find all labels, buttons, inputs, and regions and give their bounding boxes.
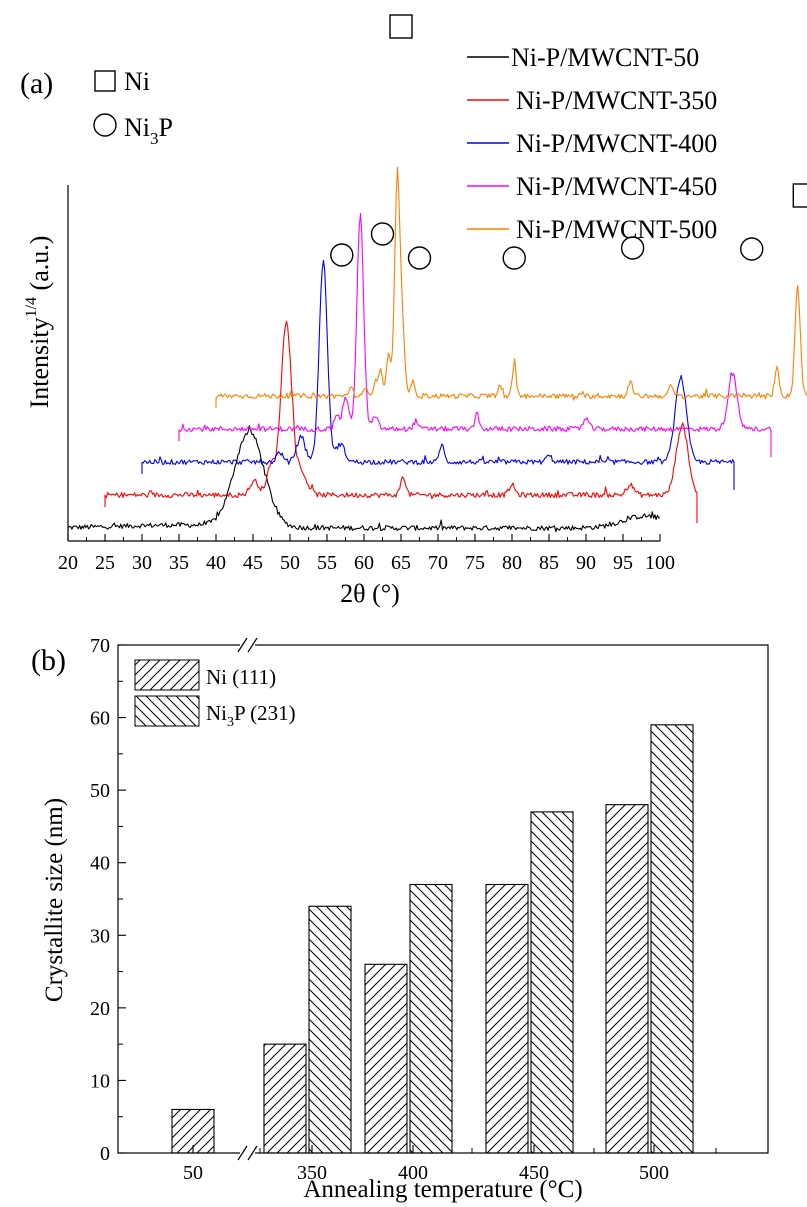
xrd-x-tick-label: 65	[391, 552, 411, 574]
xrd-x-tick-label: 60	[354, 552, 374, 574]
xrd-x-ticks	[67, 534, 661, 541]
series-legend: Ni-P/MWCNT-50 Ni-P/MWCNT-350 Ni-P/MWCNT-…	[467, 43, 717, 244]
bar-x-tick-label: 350	[297, 1162, 327, 1184]
bar-y-tick-label: 40	[90, 853, 110, 875]
bar-ni3p-231	[530, 811, 574, 1154]
ni3p-peak-circle-marker	[407, 246, 432, 270]
bar-y-tick-labels: 0 10 20 30 40 50 60 70	[90, 635, 110, 1165]
xrd-x-tick-label: 95	[613, 552, 633, 574]
bar-y-tick-label: 20	[90, 998, 110, 1020]
bar-x-tick-label: 50	[183, 1162, 203, 1184]
bar-y-tick-label: 60	[90, 708, 110, 730]
ni3p-peak-circle-marker	[370, 222, 395, 246]
xrd-curve	[215, 166, 807, 408]
xrd-x-tick-label: 20	[58, 552, 78, 574]
legend-label-500: Ni-P/MWCNT-500	[516, 215, 717, 244]
axis-break-mask-bottom	[240, 1148, 255, 1158]
bar-x-tick-label: 450	[519, 1162, 549, 1184]
xrd-x-tick-label: 55	[317, 552, 337, 574]
axis-break-mark-top-2	[247, 637, 258, 653]
bar-x-tick-label: 400	[398, 1162, 428, 1184]
legend-label-50: Ni-P/MWCNT-50	[511, 43, 699, 72]
bar-ni-111	[605, 804, 649, 1154]
xrd-x-tick-label: 50	[280, 552, 300, 574]
bar-y-tick-label: 10	[90, 1070, 110, 1092]
bars	[171, 724, 694, 1154]
circle-symbol-icon	[93, 113, 117, 137]
legend-swatch-ni3p	[134, 695, 200, 727]
ni3p-peak-circle-marker	[502, 246, 526, 270]
xrd-curve	[67, 425, 661, 540]
xrd-curve	[178, 212, 772, 457]
panel-a-label: (a)	[20, 67, 53, 100]
axis-break-mark-bottom-1	[237, 1145, 248, 1161]
symbol-legend-ni: Ni	[124, 67, 150, 96]
bar-ni3p-231	[409, 883, 453, 1154]
xrd-x-tick-label: 30	[132, 552, 152, 574]
xrd-x-tick-label: 75	[465, 552, 485, 574]
bar-ni-111	[263, 1043, 307, 1154]
bar-x-axis-title: Annealing temperature (°C)	[303, 1176, 582, 1203]
bar-y-tick-label: 50	[90, 780, 110, 802]
symbol-legend-ni3p: Ni3P	[124, 113, 173, 148]
bar-y-ticks	[118, 644, 126, 1154]
xrd-x-tick-label: 100	[645, 552, 675, 574]
bar-ni3p-231	[650, 724, 694, 1154]
axis-break-mark-bottom-2	[247, 1145, 258, 1161]
xrd-x-axis-title: 2θ (°)	[340, 579, 400, 608]
legend-label-350: Ni-P/MWCNT-350	[516, 86, 717, 115]
bar-y-axis-title: Crystallite size (nm)	[41, 798, 68, 1002]
xrd-y-axis-title: Intensity1/4 (a.u.)	[23, 236, 54, 409]
legend-label-ni: Ni (111)	[206, 665, 276, 689]
xrd-x-tick-label: 45	[243, 552, 263, 574]
ni-peak-square-marker	[389, 14, 413, 39]
xrd-x-tick-label: 80	[502, 552, 522, 574]
xrd-x-tick-label: 25	[95, 552, 115, 574]
bar-ni-111	[171, 1108, 215, 1154]
ni3p-peak-circle-marker	[620, 236, 645, 260]
ni3p-peak-circle-marker	[740, 237, 764, 261]
bar-x-tick-labels: 50 350 400 450 500	[183, 1162, 669, 1184]
xrd-x-tick-labels: 20 25 30 35 40 45 50 55 60 65 70 75 80 85 90 95 100	[58, 552, 675, 574]
bar-legend: Ni (111) Ni3P (231)	[134, 659, 296, 730]
symbol-legend: Ni Ni3P	[93, 67, 173, 148]
bar-y-tick-label: 30	[90, 925, 110, 947]
xrd-x-tick-label: 90	[576, 552, 596, 574]
bar-ni-111	[364, 963, 408, 1154]
axis-break-mask-top	[240, 640, 255, 650]
crystallite-panel: (b) 0 10 20 30 40 50 60 70 50 350 400 450 500 Ni (1…	[31, 635, 769, 1203]
xrd-peak-markers	[330, 14, 807, 270]
xrd-x-tick-label: 70	[428, 552, 448, 574]
xrd-curves	[67, 166, 807, 540]
xrd-x-tick-label: 35	[169, 552, 189, 574]
legend-label-ni3p: Ni3P (231)	[206, 701, 296, 730]
xrd-curve	[104, 320, 698, 523]
bar-x-tick-label: 500	[639, 1162, 669, 1184]
xrd-x-tick-label: 85	[539, 552, 559, 574]
bar-ni3p-231	[308, 905, 352, 1154]
xrd-panel: (a) Ni Ni3P Ni-P/MWCNT-50 Ni-P/MWCNT-350…	[20, 14, 807, 608]
xrd-x-tick-label: 40	[206, 552, 226, 574]
panel-b-label: (b)	[31, 644, 66, 677]
axis-break-mark-top-1	[237, 637, 248, 653]
square-symbol-icon	[94, 70, 116, 92]
bar-y-tick-label: 70	[90, 635, 110, 657]
bar-ni-111	[485, 883, 529, 1154]
legend-swatch-ni	[134, 659, 200, 691]
ni-peak-square-marker	[792, 183, 807, 208]
xrd-curve	[141, 259, 735, 490]
legend-label-400: Ni-P/MWCNT-400	[516, 129, 717, 158]
ni3p-peak-circle-marker	[330, 243, 354, 267]
legend-label-450: Ni-P/MWCNT-450	[516, 172, 717, 201]
bar-y-tick-label: 0	[100, 1143, 110, 1165]
